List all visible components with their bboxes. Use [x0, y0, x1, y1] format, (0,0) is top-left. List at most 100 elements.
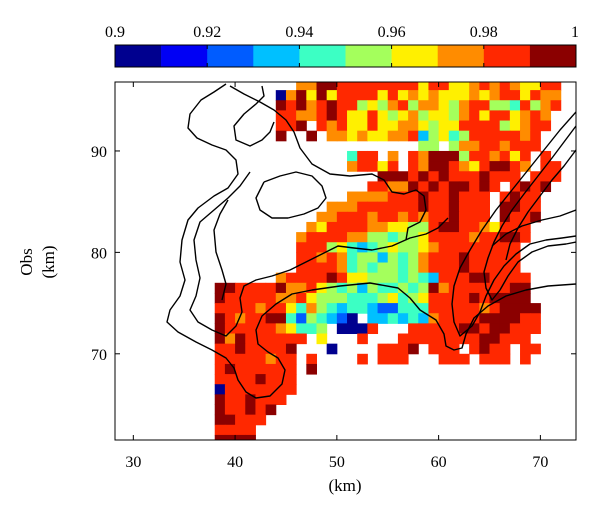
heatmap-cell: [489, 262, 501, 274]
y-tick-label: 70: [91, 347, 107, 364]
peninsula-ridge-contour: [505, 149, 576, 261]
heatmap-cell: [448, 191, 460, 203]
heatmap-cell: [265, 343, 277, 355]
colorbar-swatch: [483, 45, 531, 67]
heatmap-cell: [499, 161, 511, 172]
heatmap-cell: [509, 150, 521, 162]
heatmap-cell: [540, 90, 552, 101]
colorbar-swatch: [437, 45, 485, 67]
heatmap-cell: [296, 252, 307, 264]
heatmap-cell: [499, 343, 511, 355]
heatmap-cell: [418, 100, 429, 111]
y-axis-label-line1: Obs: [17, 248, 36, 275]
heatmap-cell: [458, 171, 470, 182]
heatmap-cell: [499, 323, 511, 335]
heatmap-cell: [235, 343, 246, 355]
heatmap-cell: [214, 394, 226, 405]
heatmap-cell: [285, 110, 297, 122]
heatmap-cell: [245, 313, 256, 324]
heatmap-cell: [499, 252, 511, 264]
heatmap-cell: [357, 90, 368, 101]
heatmap-cell: [479, 353, 490, 365]
heatmap-cell: [224, 414, 236, 426]
heatmap-cell: [336, 90, 348, 101]
heatmap-cell: [438, 262, 450, 274]
heatmap-cell: [489, 82, 501, 91]
heatmap-cell: [387, 201, 399, 213]
heatmap-cell: [479, 130, 490, 142]
heatmap-cell: [448, 272, 460, 284]
heatmap-cell: [499, 201, 511, 213]
heatmap-cell: [296, 82, 307, 91]
heatmap-cell: [397, 353, 409, 365]
heatmap-cell: [265, 353, 277, 365]
heatmap-cell: [387, 232, 399, 243]
heatmap-cell: [306, 100, 317, 111]
heatmap-cell: [224, 434, 236, 440]
heatmap-cell: [316, 232, 328, 243]
heatmap-cell: [235, 282, 246, 294]
heatmap-cell: [387, 221, 399, 233]
heatmap-cell: [235, 414, 246, 426]
heatmap-cell: [469, 100, 480, 111]
heatmap-cell: [336, 110, 348, 122]
heatmap-cell: [418, 150, 429, 162]
heatmap-cell: [255, 333, 267, 345]
heatmap-cell: [489, 221, 501, 233]
heatmap-cell: [306, 252, 317, 264]
heatmap-cell: [285, 303, 297, 314]
heatmap-cell: [499, 272, 511, 284]
heatmap-cell: [275, 282, 287, 294]
heatmap-cell: [316, 110, 328, 122]
heatmap-cell: [428, 282, 440, 294]
heatmap-cell: [479, 90, 490, 101]
heatmap-cell: [448, 343, 460, 355]
heatmap-cell: [489, 181, 501, 193]
heatmap-cell: [438, 333, 450, 345]
heatmap-cell: [387, 100, 399, 111]
heatmap-cell: [469, 292, 480, 304]
heatmap-cell: [285, 90, 297, 101]
heatmap-cell: [469, 171, 480, 182]
heatmap-cell: [479, 100, 490, 111]
heatmap-cell: [357, 82, 368, 91]
heatmap-cell: [397, 171, 409, 182]
heatmap-cell: [448, 303, 460, 314]
heatmap-cell: [387, 211, 399, 223]
heatmap-cell: [326, 343, 338, 355]
heatmap-cell: [265, 404, 277, 416]
heatmap-cell: [224, 384, 236, 395]
heatmap-cell: [458, 292, 470, 304]
heatmap-cell: [438, 171, 450, 182]
heatmap-cell: [418, 201, 429, 213]
heatmap-cell: [499, 82, 511, 91]
heatmap-cell: [377, 130, 389, 142]
heatmap-cell: [265, 384, 277, 395]
heatmap-cell: [428, 110, 440, 122]
colorbar-tick-label: 0.92: [193, 24, 221, 41]
heatmap-cell: [438, 120, 450, 132]
heatmap-cell: [285, 100, 297, 111]
heatmap-cell: [458, 120, 470, 132]
heatmap-cell: [347, 323, 358, 335]
heatmap-cell: [418, 110, 429, 122]
inner-contour-western-low: [213, 199, 229, 301]
heatmap-cell: [326, 252, 338, 264]
heatmap-cell: [336, 282, 348, 294]
heatmap-cell: [214, 384, 226, 395]
heatmap-cell: [469, 201, 480, 213]
heatmap-cell: [336, 292, 348, 304]
heatmap-cell: [448, 100, 460, 111]
heatmap-cell: [458, 221, 470, 233]
heatmap-cell: [235, 374, 246, 385]
heatmap-cell: [530, 211, 541, 223]
heatmap-cell: [377, 353, 389, 365]
heatmap-cell: [306, 292, 317, 304]
heatmap-cell: [214, 313, 226, 324]
heatmap-cell: [275, 100, 287, 111]
heatmap-cell: [377, 272, 389, 284]
heatmap-cell: [275, 384, 287, 395]
heatmap-cell: [306, 130, 317, 142]
heatmap-cell: [316, 333, 328, 345]
heatmap-cell: [438, 353, 450, 365]
